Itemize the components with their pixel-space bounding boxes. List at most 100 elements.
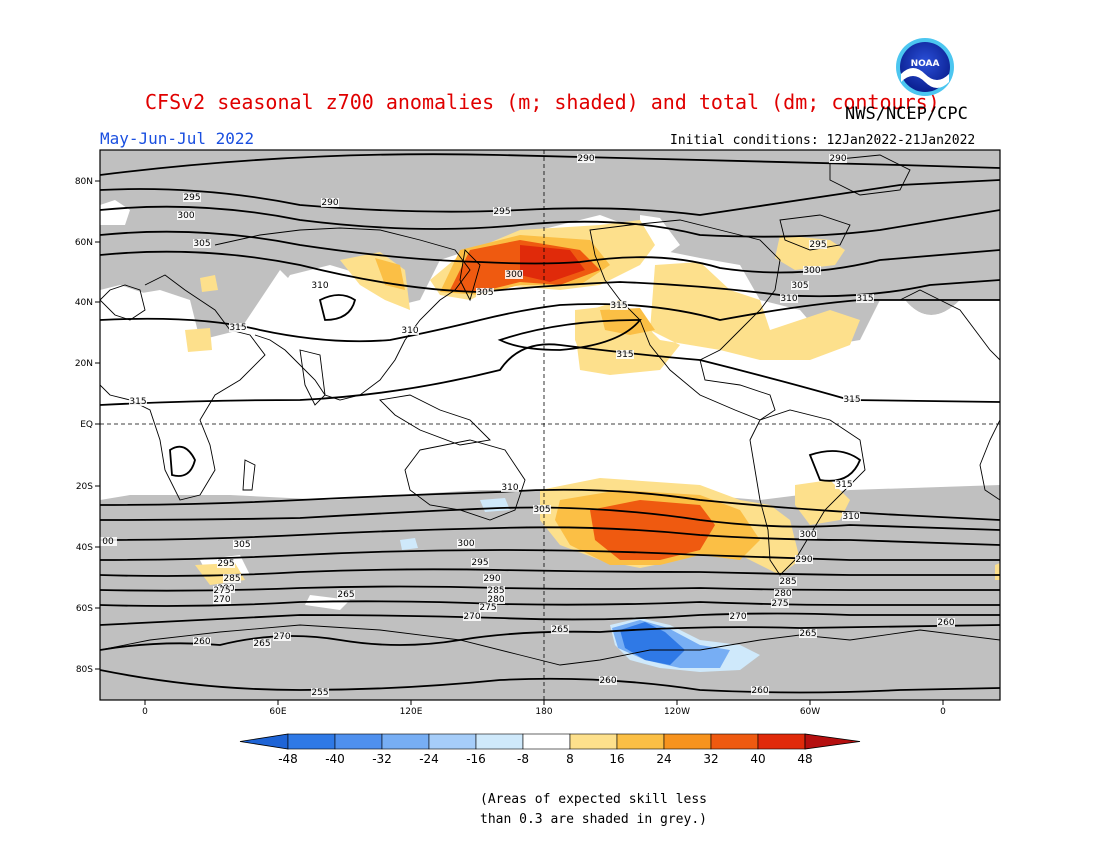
lon-label: 60E: [269, 707, 286, 717]
contour-label: 310: [780, 294, 798, 304]
contour-label-text: 275: [479, 603, 496, 613]
contour-label-text: 300: [177, 211, 194, 221]
contour-label-text: 280: [487, 595, 504, 605]
contour-label-text: 290: [483, 574, 500, 584]
contour-label-text: 305: [233, 540, 250, 550]
contour-label: 300: [505, 270, 523, 280]
contour-label: 270: [463, 612, 481, 622]
contour-label: 305: [233, 540, 251, 550]
colorbar-tick-label: 16: [609, 752, 624, 766]
contour-label: 315: [856, 294, 874, 304]
lat-label: 20S: [76, 482, 93, 492]
contour-label: 315: [229, 323, 247, 333]
contour-label-text: 295: [217, 559, 234, 569]
colorbar-tick-label: -24: [419, 752, 439, 766]
noaa-logo: NOAA: [896, 38, 954, 96]
contour-label: 300: [457, 539, 475, 549]
contour-label: 265: [551, 625, 569, 635]
colorbar-tick-label: -8: [517, 752, 529, 766]
colorbar-tick-label: -40: [325, 752, 345, 766]
negative-anomalies: [400, 498, 760, 672]
contour-label-text: 270: [273, 632, 290, 642]
skill-note-line2: than 0.3 are shaded in grey.): [480, 812, 707, 827]
contour-label: 300: [799, 530, 817, 540]
contour-label-text: 290: [321, 198, 338, 208]
contour-label-text: 305: [791, 281, 808, 291]
lat-label: 20N: [75, 359, 93, 369]
contour-label-text: 265: [799, 629, 816, 639]
lon-label: 60W: [800, 707, 820, 717]
contour-label: 285: [487, 586, 505, 596]
contour-label-text: 265: [551, 625, 568, 635]
contour-label: 315: [610, 301, 628, 311]
colorbar-swatch: [287, 733, 336, 750]
colorbar: -48 -40 -32 -24 -16 -8 8 16 24 32 40 48: [239, 733, 861, 766]
colorbar-arrow-right: [804, 733, 861, 750]
contour-label-text: 310: [842, 512, 859, 522]
contour-label-text: 300: [803, 266, 820, 276]
colorbar-tick-label: 32: [703, 752, 718, 766]
contour-label-text: 260: [599, 676, 616, 686]
skill-note-line1: (Areas of expected skill less: [480, 792, 707, 807]
contour-label-text: 315: [229, 323, 246, 333]
contour-label: 275: [771, 599, 789, 609]
contour-label: 275: [213, 586, 231, 596]
lon-label: 0: [940, 707, 946, 717]
contour-label: 280: [487, 595, 505, 605]
map-frame: [99, 149, 1001, 701]
contour-label-text: 315: [616, 350, 633, 360]
contour-label-text: 310: [780, 294, 797, 304]
colorbar-tick-label: 40: [750, 752, 765, 766]
contour-label-text: 255: [311, 688, 328, 698]
contour-label: 280: [774, 589, 792, 599]
map-title: CFSv2 seasonal z700 anomalies (m; shaded…: [145, 90, 940, 114]
contour-label: 305: [476, 288, 494, 298]
contour-label: 260: [937, 618, 955, 628]
contour-label-text: 295: [809, 240, 826, 250]
contour-label-text: 305: [476, 288, 493, 298]
contour-label: 00: [99, 537, 117, 547]
contour-label-text: 265: [337, 590, 354, 600]
agency-credit: NWS/NCEP/CPC: [845, 104, 968, 124]
colorbar-swatch: [475, 733, 524, 750]
contour-label-text: 300: [457, 539, 474, 549]
contour-label: 270: [273, 632, 291, 642]
colorbar-swatch: [663, 733, 712, 750]
contour-label-text: 265: [253, 639, 270, 649]
contour-label: 310: [311, 281, 329, 291]
contour-label: 305: [791, 281, 809, 291]
contour-label: 305: [193, 239, 211, 249]
contour-label: 290: [321, 198, 339, 208]
contour-label-text: 285: [779, 577, 796, 587]
contour-label-text: 260: [193, 637, 210, 647]
contour-label-text: 270: [463, 612, 480, 622]
contour-label: 265: [337, 590, 355, 600]
colorbar-tick-label: -32: [372, 752, 392, 766]
contour-label: 270: [729, 612, 747, 622]
colorbar-swatch: [381, 733, 430, 750]
contour-label: 310: [401, 326, 419, 336]
contour-label: 290: [577, 154, 595, 164]
contour-label-text: 315: [835, 480, 852, 490]
grid-lines: [100, 150, 1000, 700]
lat-label: 80S: [76, 665, 93, 675]
colorbar-swatch: [616, 733, 665, 750]
contour-label-text: 305: [193, 239, 210, 249]
colorbar-swatch: [334, 733, 383, 750]
contour-label-text: 310: [401, 326, 418, 336]
lon-label: 120W: [664, 707, 690, 717]
contour-label: 315: [616, 350, 634, 360]
contour-label-text: 270: [213, 595, 230, 605]
contour-label-text: 300: [505, 270, 522, 280]
contour-labels: 290 290 295 290 300 295 305 295 300 300 305 305 310 3…: [99, 154, 955, 698]
contour-label: 315: [835, 480, 853, 490]
contour-label-text: 310: [311, 281, 328, 291]
contour-label: 290: [829, 154, 847, 164]
contour-label-text: 315: [843, 395, 860, 405]
contour-label: 260: [599, 676, 617, 686]
contour-label-text: 275: [213, 586, 230, 596]
lat-label: 60N: [75, 238, 93, 248]
latitude-axis: 80N 60N 40N 20N EQ 20S 40S 60S 80S: [75, 177, 100, 675]
contour-label-text: 295: [183, 193, 200, 203]
